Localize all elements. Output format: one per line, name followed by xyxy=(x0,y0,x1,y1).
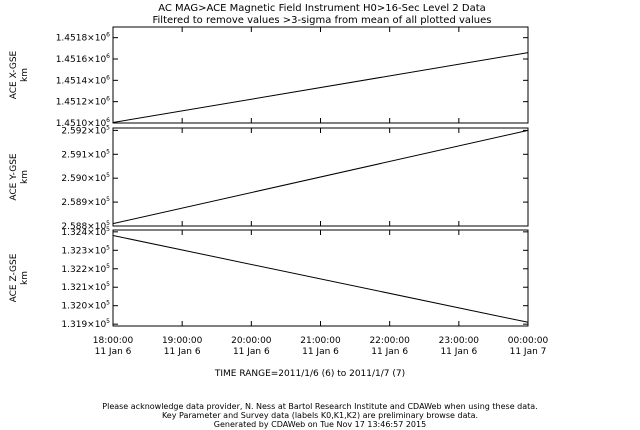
x-tick-label-date: 11 Jan 6 xyxy=(302,347,339,357)
series-line xyxy=(112,129,529,225)
y-axis-label: ACE Y-GSE xyxy=(9,153,19,201)
y-tick-label: 1.320×105 xyxy=(61,300,110,312)
panel-frame xyxy=(112,229,529,327)
y-axis-units: km xyxy=(20,271,30,285)
x-tick-label-time: 20:00:00 xyxy=(231,336,272,346)
x-tick-label-time: 23:00:00 xyxy=(439,336,480,346)
panel-3: 1.319×105 1.320×105 1.321×105 1.322×105 1.32… xyxy=(9,226,529,330)
x-tick-label-date: 11 Jan 6 xyxy=(371,347,408,357)
y-tick-label: 2.592×105 xyxy=(61,124,110,136)
y-tick-label: 2.590×105 xyxy=(61,172,110,184)
x-tick-label-date: 11 Jan 6 xyxy=(233,347,270,357)
y-tick-label: 1.319×105 xyxy=(61,318,110,330)
x-tick-label-time: 18:00:00 xyxy=(93,336,134,346)
chart-subtitle: Filtered to remove values >3-sigma from … xyxy=(153,15,492,26)
y-tick-label: 1.4510×106 xyxy=(56,117,110,129)
x-tick-label-date: 11 Jan 6 xyxy=(164,347,201,357)
y-tick-label: 2.591×105 xyxy=(61,148,110,160)
y-tick-label: 1.4518×106 xyxy=(56,32,110,44)
series-line xyxy=(112,235,529,323)
footer-line-preliminary: Key Parameter and Survey data (labels K0… xyxy=(162,411,478,420)
chart-panels: 1.4510×106 1.4512×106 1.4514×106 1.4516×106… xyxy=(9,26,529,330)
y-tick-label: 1.324×105 xyxy=(61,226,110,238)
series-line xyxy=(112,52,529,123)
y-tick-label: 1.4514×106 xyxy=(56,74,110,86)
x-tick-label-time: 19:00:00 xyxy=(162,336,203,346)
footer-line-generated: Generated by CDAWeb on Tue Nov 17 13:46:… xyxy=(214,420,426,429)
x-tick-label-time: 21:00:00 xyxy=(300,336,341,346)
time-range-label: TIME RANGE=2011/1/6 (6) to 2011/1/7 (7) xyxy=(214,369,405,379)
x-tick-label-time: 00:00:00 xyxy=(508,336,549,346)
x-tick-label-date: 11 Jan 7 xyxy=(510,347,547,357)
panel-2: 2.588×105 2.589×105 2.590×105 2.591×105 2.59… xyxy=(9,124,529,232)
y-axis-units: km xyxy=(20,68,30,82)
y-axis-units: km xyxy=(20,170,30,184)
y-tick-label: 1.4512×106 xyxy=(56,96,110,108)
y-tick-label: 1.323×105 xyxy=(61,244,110,256)
y-axis-label: ACE X-GSE xyxy=(9,50,19,99)
y-tick-label: 1.321×105 xyxy=(61,281,110,293)
y-tick-label: 2.588×105 xyxy=(61,220,110,232)
x-tick-label-date: 11 Jan 6 xyxy=(440,347,477,357)
y-tick-label: 1.322×105 xyxy=(61,263,110,275)
x-tick-label-time: 22:00:00 xyxy=(369,336,410,346)
y-tick-label: 1.4516×106 xyxy=(56,53,110,65)
y-axis-label: ACE Z-GSE xyxy=(9,253,19,302)
x-tick-label-date: 11 Jan 6 xyxy=(95,347,132,357)
footer-line-acknowledge: Please acknowledge data provider, N. Nes… xyxy=(102,402,537,411)
panel-frame xyxy=(112,26,529,124)
y-tick-label: 2.589×105 xyxy=(61,196,110,208)
chart-title: AC MAG>ACE Magnetic Field Instrument H0>… xyxy=(158,3,486,14)
panel-1: 1.4510×106 1.4512×106 1.4514×106 1.4516×106… xyxy=(9,26,529,129)
